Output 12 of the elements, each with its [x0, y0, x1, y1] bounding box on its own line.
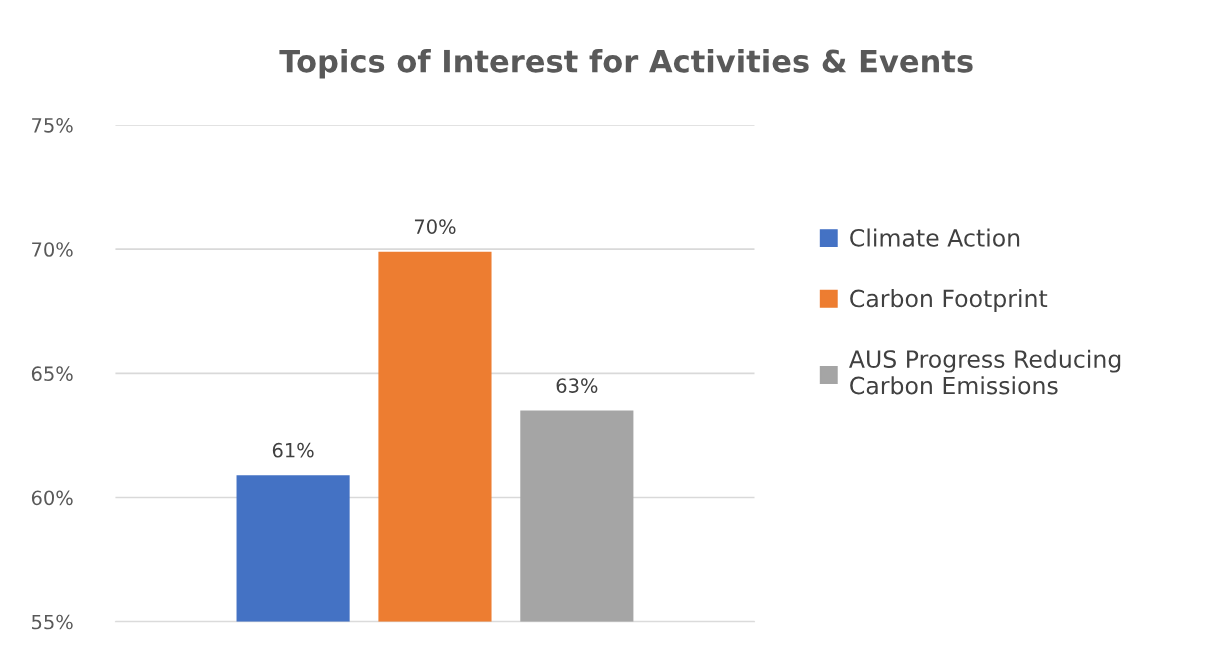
data-label: 61% — [272, 442, 314, 458]
chart-title: Topics of Interest for Activities & Events — [279, 49, 973, 79]
y-tick-label: 70% — [32, 242, 73, 257]
y-tick-label: 60% — [31, 490, 73, 506]
legend-label: AUS Progress Reducing Carbon Emissions — [849, 349, 1121, 395]
y-tick-label: 55% — [32, 614, 73, 630]
data-label: 63% — [556, 378, 598, 393]
data-label: 70% — [414, 219, 456, 234]
legend-label: Carbon Footprint — [850, 289, 1048, 312]
y-tick-label: 75% — [32, 117, 73, 133]
legend-label: Climate Action — [850, 228, 1020, 247]
y-tick-label: 65% — [31, 366, 73, 382]
